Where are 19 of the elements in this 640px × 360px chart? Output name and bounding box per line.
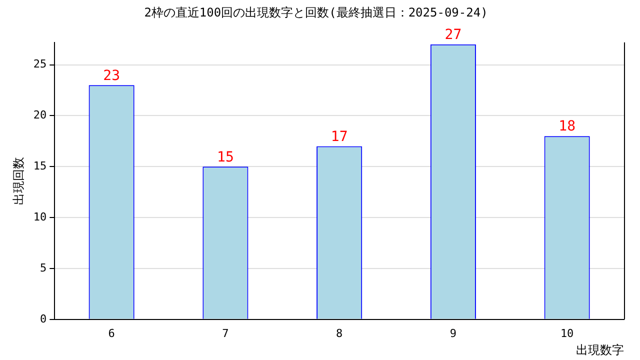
data-label: 27 <box>444 27 462 44</box>
y-axis-title: 出現回数 <box>11 156 26 205</box>
x-axis-title: 出現数字 <box>576 342 624 357</box>
y-tick-label: 25 <box>33 58 47 71</box>
y-tick-label: 10 <box>33 210 47 224</box>
data-label: 17 <box>330 128 348 145</box>
y-tick-label: 0 <box>40 312 47 326</box>
x-tick-label: 8 <box>336 326 343 340</box>
chart-title: 2枠の直近100回の出現数字と回数(最終抽選日：2025-09-24) <box>144 5 488 20</box>
y-tick-label: 20 <box>33 108 47 122</box>
y-tick-label: 15 <box>33 160 47 172</box>
data-label: 23 <box>103 68 120 84</box>
x-tick-label: 6 <box>108 326 115 340</box>
data-label: 18 <box>558 118 576 135</box>
y-tick-label: 5 <box>40 261 47 274</box>
x-tick-label: 7 <box>222 326 229 340</box>
data-label: 15 <box>217 149 234 166</box>
x-tick-label: 10 <box>560 326 574 340</box>
x-tick-label: 9 <box>450 326 457 340</box>
